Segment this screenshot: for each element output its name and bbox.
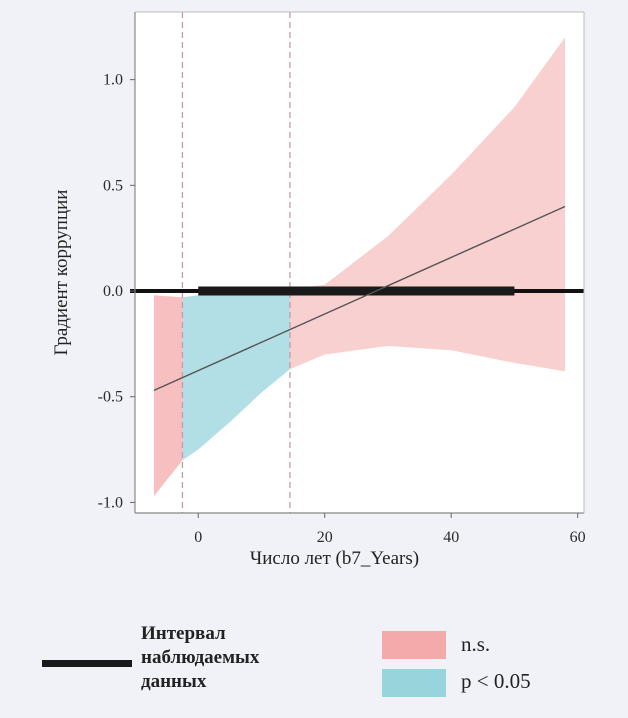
x-axis-label: Число лет (b7_Years)	[250, 548, 419, 569]
confidence-band-significant	[182, 288, 290, 461]
x-tick-label: 0	[194, 529, 202, 546]
plot-area	[130, 12, 584, 513]
x-tick-label: 60	[570, 529, 586, 546]
y-tick-label: 1.0	[103, 72, 123, 89]
legend: Интервал наблюдаемых данных n.s. p < 0.0…	[0, 610, 628, 718]
legend-observed-interval-label: Интервал наблюдаемых данных	[141, 623, 260, 692]
x-tick-label: 40	[443, 529, 459, 546]
legend-ns-label: n.s.	[461, 632, 491, 656]
y-tick-label: -0.5	[98, 389, 123, 406]
y-tick-label: 0.5	[103, 177, 123, 194]
y-tick-label: -1.0	[98, 494, 123, 511]
x-tick-label: 20	[317, 529, 333, 546]
legend-significant-swatch	[382, 669, 446, 697]
chart: -1.0 -0.5 0.0 0.5 1.0 0 20 40 60 Число лет (b7_Y…	[51, 11, 586, 569]
y-axis-label: Градиент коррупции	[51, 190, 72, 356]
axes: -1.0 -0.5 0.0 0.5 1.0 0 20 40 60	[98, 11, 586, 546]
legend-significant-label: p < 0.05	[461, 669, 531, 693]
marginal-effect-line	[153, 205, 566, 392]
y-tick-label: 0.0	[103, 283, 123, 300]
confidence-band-ns-left	[154, 295, 183, 497]
legend-observed-interval-line	[42, 660, 132, 667]
legend-ns-swatch	[382, 631, 446, 659]
